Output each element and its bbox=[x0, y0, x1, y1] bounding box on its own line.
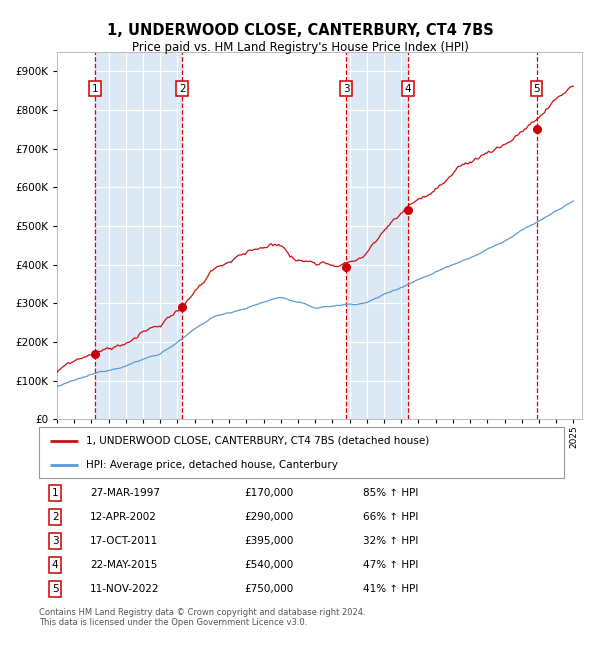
Text: 12-APR-2002: 12-APR-2002 bbox=[90, 512, 157, 522]
Text: £170,000: £170,000 bbox=[244, 488, 293, 498]
Text: 1, UNDERWOOD CLOSE, CANTERBURY, CT4 7BS (detached house): 1, UNDERWOOD CLOSE, CANTERBURY, CT4 7BS … bbox=[86, 436, 430, 446]
Text: £290,000: £290,000 bbox=[244, 512, 293, 522]
Text: 2: 2 bbox=[179, 84, 185, 94]
Text: 1, UNDERWOOD CLOSE, CANTERBURY, CT4 7BS: 1, UNDERWOOD CLOSE, CANTERBURY, CT4 7BS bbox=[107, 23, 493, 38]
Text: Price paid vs. HM Land Registry's House Price Index (HPI): Price paid vs. HM Land Registry's House … bbox=[131, 41, 469, 54]
FancyBboxPatch shape bbox=[39, 427, 564, 478]
Text: £750,000: £750,000 bbox=[244, 584, 293, 594]
Text: 27-MAR-1997: 27-MAR-1997 bbox=[90, 488, 160, 498]
Text: 2: 2 bbox=[52, 512, 59, 522]
Text: 4: 4 bbox=[404, 84, 411, 94]
Text: Contains HM Land Registry data © Crown copyright and database right 2024.
This d: Contains HM Land Registry data © Crown c… bbox=[39, 608, 365, 627]
Bar bbox=[57, 52, 95, 419]
Text: 1: 1 bbox=[92, 84, 98, 94]
Text: 5: 5 bbox=[52, 584, 59, 594]
Text: £395,000: £395,000 bbox=[244, 536, 293, 546]
Text: 11-NOV-2022: 11-NOV-2022 bbox=[90, 584, 160, 594]
Text: 5: 5 bbox=[533, 84, 540, 94]
Text: 32% ↑ HPI: 32% ↑ HPI bbox=[363, 536, 418, 546]
Text: 3: 3 bbox=[52, 536, 59, 546]
Text: £540,000: £540,000 bbox=[244, 560, 293, 570]
Text: 17-OCT-2011: 17-OCT-2011 bbox=[90, 536, 158, 546]
Text: 85% ↑ HPI: 85% ↑ HPI bbox=[363, 488, 418, 498]
Bar bbox=[408, 52, 536, 419]
Text: 3: 3 bbox=[343, 84, 349, 94]
Text: 66% ↑ HPI: 66% ↑ HPI bbox=[363, 512, 418, 522]
Text: 4: 4 bbox=[52, 560, 59, 570]
Text: HPI: Average price, detached house, Canterbury: HPI: Average price, detached house, Cant… bbox=[86, 460, 338, 470]
Bar bbox=[536, 52, 582, 419]
Bar bbox=[182, 52, 346, 419]
Text: 47% ↑ HPI: 47% ↑ HPI bbox=[363, 560, 418, 570]
Text: 41% ↑ HPI: 41% ↑ HPI bbox=[363, 584, 418, 594]
Text: 1: 1 bbox=[52, 488, 59, 498]
Text: 22-MAY-2015: 22-MAY-2015 bbox=[90, 560, 158, 570]
